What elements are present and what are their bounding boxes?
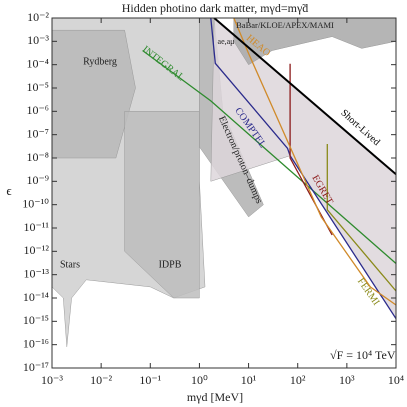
x-tick-label: 10⁰ [191, 373, 208, 387]
x-tick-label: 10⁻³ [41, 373, 63, 387]
y-tick-label: 10⁻¹² [23, 243, 49, 257]
region-label: IDPB [159, 259, 182, 270]
region [124, 111, 200, 299]
y-tick-label: 10⁻⁷ [26, 126, 49, 140]
y-tick-label: 10⁻⁴ [26, 56, 49, 70]
y-tick-label: 10⁻⁹ [26, 173, 49, 187]
y-tick-label: 10⁻⁵ [26, 80, 49, 94]
x-tick-label: 10³ [339, 373, 355, 387]
x-tick-label: 10¹ [241, 373, 257, 387]
limit-line [210, 18, 396, 320]
region [233, 18, 396, 66]
y-axis-label: ϵ [6, 183, 11, 198]
region-label: Stars [60, 259, 80, 270]
limit-line [142, 50, 396, 264]
x-tick-label: 10⁻² [90, 373, 112, 387]
x-tick-label: 10⁴ [388, 373, 404, 387]
limit-line [326, 144, 396, 292]
y-tick-label: 10⁻¹¹ [23, 220, 49, 234]
y-tick-label: 10⁻¹⁶ [23, 336, 49, 350]
chart-title: Hidden photino dark matter, mγd=mγ̃d [122, 1, 309, 15]
annotation: √F = 10⁴ TeV [330, 348, 396, 362]
y-tick-label: 10⁻² [27, 10, 49, 24]
y-tick-label: 10⁻¹⁵ [23, 313, 49, 327]
limit-line [213, 18, 396, 176]
x-axis-label: mγd [MeV] [187, 390, 243, 404]
y-tick-label: 10⁻¹⁰ [22, 196, 49, 210]
y-tick-label: 10⁻⁸ [26, 150, 49, 164]
plot-area [52, 18, 396, 347]
y-tick-label: 10⁻³ [27, 33, 49, 47]
annotation: ae,aμ [218, 37, 235, 46]
region-label: BaBar/KLOE/APEX/MAMI [236, 20, 334, 30]
y-tick-label: 10⁻¹³ [23, 266, 49, 280]
y-tick-label: 10⁻¹⁷ [23, 360, 49, 374]
x-tick-label: 10² [290, 373, 306, 387]
y-tick-label: 10⁻¹⁴ [23, 290, 49, 304]
region-label: Rydberg [83, 56, 117, 67]
y-tick-label: 10⁻⁶ [26, 103, 49, 117]
plot-frame [51, 17, 397, 369]
x-tick-label: 10⁻¹ [139, 373, 161, 387]
limit-line [233, 18, 396, 306]
